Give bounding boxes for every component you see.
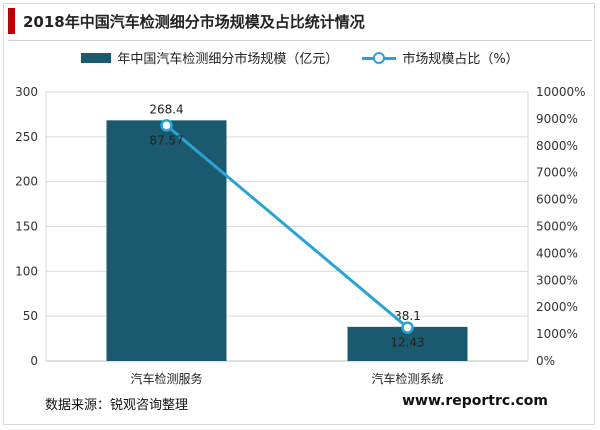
legend-item-line: 市场规模占比（%） (362, 48, 519, 67)
line-value-label: 87.57 (149, 133, 183, 147)
chart-title: 2018年中国汽车检测细分市场规模及占比统计情况 (23, 12, 365, 31)
series-line (165, 124, 409, 329)
y-right-tick-label: 4000% (536, 246, 578, 260)
bar (106, 120, 227, 362)
chart-frame (3, 3, 595, 425)
y-right-tick-label: 8000% (536, 139, 578, 153)
title-divider (8, 40, 592, 41)
y-left-tick-label: 250 (15, 130, 38, 144)
y-left-tick-label: 200 (15, 175, 38, 189)
website-watermark: www.reportrc.com (402, 393, 548, 409)
y-right-tick-label: 6000% (536, 193, 578, 207)
y-left-tick-label: 50 (23, 309, 38, 323)
y-right-tick-label: 7000% (536, 166, 578, 180)
legend-line-label: 市场规模占比（%） (402, 52, 519, 67)
y-right-tick-label: 5000% (536, 220, 578, 234)
bar-value-label: 268.4 (149, 102, 183, 116)
legend-line-swatch (362, 51, 397, 64)
title-block: 2018年中国汽车检测细分市场规模及占比统计情况 (8, 6, 365, 36)
x-tick-label: 汽车检测服务 (130, 371, 202, 386)
y-right-tick-label: 10000% (536, 85, 586, 99)
line-point (401, 321, 414, 334)
y-left-tick-label: 300 (15, 85, 38, 99)
legend-bar-label: 年中国汽车检测细分市场规模（亿元） (117, 52, 339, 67)
chart-legend: 年中国汽车检测细分市场规模（亿元） 市场规模占比（%） (0, 48, 600, 67)
y-right-tick-label: 3000% (536, 273, 578, 287)
title-accent-bar (8, 8, 15, 34)
data-source: 数据来源：锐观咨询整理 (45, 398, 189, 413)
x-tick-label: 汽车检测系统 (371, 371, 443, 386)
line-value-label: 12.43 (390, 336, 424, 350)
y-right-tick-label: 1000% (536, 327, 578, 341)
y-right-tick-label: 2000% (536, 300, 578, 314)
y-right-tick-label: 0% (536, 354, 555, 368)
legend-item-bar: 年中国汽车检测细分市场规模（亿元） (81, 48, 338, 67)
y-left-tick-label: 0 (30, 354, 38, 368)
bar-value-label: 38.1 (394, 309, 421, 323)
y-left-tick-label: 150 (15, 220, 38, 234)
y-right-tick-label: 9000% (536, 112, 578, 126)
y-left-tick-label: 100 (15, 264, 38, 278)
line-point (160, 119, 173, 132)
legend-bar-swatch (81, 52, 112, 63)
